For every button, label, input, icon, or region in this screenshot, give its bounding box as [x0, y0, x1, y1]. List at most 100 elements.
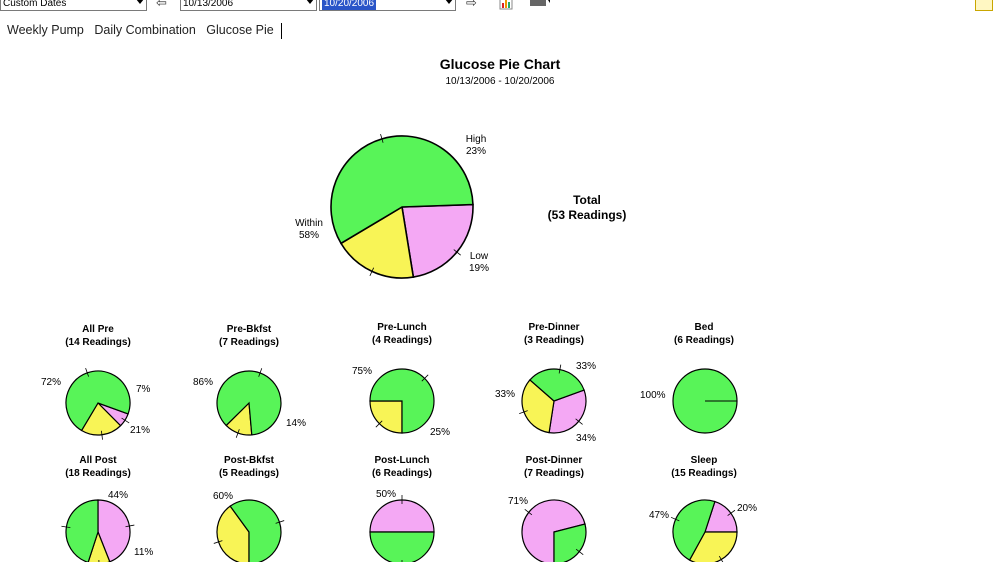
- small-pie-name: Pre-Lunch: [377, 322, 427, 333]
- slice-pct-label: 50%: [376, 489, 397, 500]
- slice-pct-label: 100%: [640, 390, 666, 401]
- slice-leader-line: [519, 410, 528, 415]
- slice-leader-line: [575, 548, 584, 555]
- date-range-select[interactable]: Custom Dates: [0, 0, 147, 11]
- low-slice-label: Low 19%: [449, 251, 509, 275]
- slice-pct-label: 34%: [576, 433, 597, 444]
- slice-leader-line: [524, 509, 533, 516]
- small-pie-title: Post-Dinner (7 Readings): [494, 454, 614, 480]
- within-pct: 58%: [298, 230, 319, 241]
- slice-pct-label: 11%: [134, 547, 154, 558]
- end-date-select[interactable]: 10/20/2006: [319, 0, 456, 11]
- high-slice-label: High 23%: [446, 134, 506, 158]
- slice-pct-label: 71%: [508, 496, 529, 507]
- chevron-down-icon: [445, 0, 453, 4]
- small-pie-title: Bed (6 Readings): [644, 321, 764, 347]
- slice-pct-label: 60%: [213, 491, 234, 502]
- small-pie-name: Post-Dinner: [525, 455, 583, 466]
- tab-bar: Weekly Pump Daily Combination Glucose Pi…: [7, 23, 289, 39]
- slice-pct-label: 7%: [136, 384, 151, 395]
- small-pie-readings: (6 Readings): [371, 468, 432, 479]
- tab-glucose-pie[interactable]: Glucose Pie: [206, 23, 274, 38]
- low-name: Low: [469, 251, 489, 262]
- notes-icon[interactable]: [975, 0, 993, 11]
- slice-pct-label: 33%: [576, 361, 597, 372]
- slice-leader-line: [235, 429, 240, 438]
- slice-leader-line: [670, 516, 680, 522]
- small-pie-name: Pre-Dinner: [528, 322, 580, 333]
- back-arrow-icon[interactable]: ⇦: [156, 0, 167, 10]
- small-pie-title: Post-Bkfst (5 Readings): [189, 454, 309, 480]
- small-pie-name: All Pre: [82, 324, 114, 335]
- slice-pct-label: 47%: [649, 510, 670, 521]
- slice-pct-label: 14%: [286, 418, 307, 429]
- slice-leader-line: [453, 249, 461, 256]
- within-name: Within: [295, 218, 323, 229]
- slice-leader-line: [258, 368, 263, 377]
- total-label: Total (53 Readings): [532, 193, 642, 223]
- start-date-select[interactable]: 10/13/2006: [180, 0, 317, 11]
- small-pie-title: Sleep (15 Readings): [644, 454, 764, 480]
- tab-daily-combination[interactable]: Daily Combination: [94, 23, 196, 38]
- slice-leader-line: [101, 430, 103, 440]
- pie-slice: [369, 531, 435, 562]
- total-title: Total: [573, 193, 601, 207]
- chart-icon[interactable]: [499, 0, 513, 11]
- chevron-down-icon: [306, 0, 314, 4]
- pie-slice: [401, 203, 474, 279]
- small-pie-readings: (14 Readings): [65, 337, 131, 348]
- pie-slice: [369, 400, 403, 434]
- slice-leader-line: [61, 525, 71, 529]
- small-pie-readings: (7 Readings): [218, 337, 279, 348]
- slice-leader-line: [375, 420, 383, 428]
- slice-leader-line: [727, 509, 736, 516]
- low-pct: 19%: [468, 263, 489, 274]
- high-name: High: [465, 134, 487, 145]
- small-pie-name: Pre-Bkfst: [226, 324, 272, 335]
- text-cursor: [281, 23, 283, 39]
- slice-pct-label: 86%: [193, 377, 214, 388]
- slice-leader-line: [421, 374, 429, 382]
- end-date-value: 10/20/2006: [322, 0, 377, 10]
- chevron-down-icon: [136, 0, 144, 4]
- slice-pct-label: 21%: [130, 425, 151, 436]
- slice-pct-label: 25%: [430, 427, 451, 438]
- start-date-value: 10/13/2006: [183, 0, 234, 9]
- slice-leader-line: [380, 133, 384, 143]
- small-pie-readings: (5 Readings): [218, 468, 279, 479]
- small-pie-title: Pre-Dinner (3 Readings): [494, 321, 614, 347]
- slice-leader-line: [125, 524, 135, 528]
- small-pie-name: Post-Bkfst: [223, 455, 274, 466]
- slice-leader-line: [558, 364, 562, 374]
- small-pie-title: All Post (18 Readings): [38, 454, 158, 480]
- high-pct: 23%: [465, 146, 486, 157]
- within-slice-label: Within 58%: [279, 218, 339, 242]
- slice-pct-label: 44%: [108, 490, 129, 501]
- small-pie-name: Bed: [694, 322, 714, 333]
- small-pie-title: Pre-Lunch (4 Readings): [342, 321, 462, 347]
- small-pie-title: Pre-Bkfst (7 Readings): [189, 323, 309, 349]
- small-pie-readings: (7 Readings): [523, 468, 584, 479]
- slice-leader-line: [85, 368, 89, 377]
- tab-weekly-pump[interactable]: Weekly Pump: [7, 23, 84, 38]
- slice-pct-label: 20%: [737, 503, 758, 514]
- slice-leader-line: [718, 555, 724, 562]
- small-pie-readings: (4 Readings): [371, 335, 432, 346]
- small-pie-name: Sleep: [690, 455, 718, 466]
- small-pie-readings: (18 Readings): [65, 468, 131, 479]
- slice-leader-line: [121, 417, 130, 424]
- slice-pct-label: 33%: [495, 389, 516, 400]
- small-pie-name: All Post: [79, 455, 117, 466]
- go-arrow-icon[interactable]: ⇨: [466, 0, 477, 10]
- chart-date-range: 10/13/2006 - 10/20/2006: [445, 76, 555, 87]
- small-pie-name: Post-Lunch: [374, 455, 430, 466]
- chart-title: Glucose Pie Chart: [439, 56, 561, 72]
- slice-pct-label: 72%: [41, 377, 62, 388]
- slice-leader-line: [213, 540, 223, 544]
- slice-leader-line: [369, 267, 375, 277]
- slice-leader-line: [275, 520, 285, 524]
- small-pie-title: All Pre (14 Readings): [38, 323, 158, 349]
- pie-slice: [369, 499, 435, 533]
- slice-leader-line: [575, 418, 583, 425]
